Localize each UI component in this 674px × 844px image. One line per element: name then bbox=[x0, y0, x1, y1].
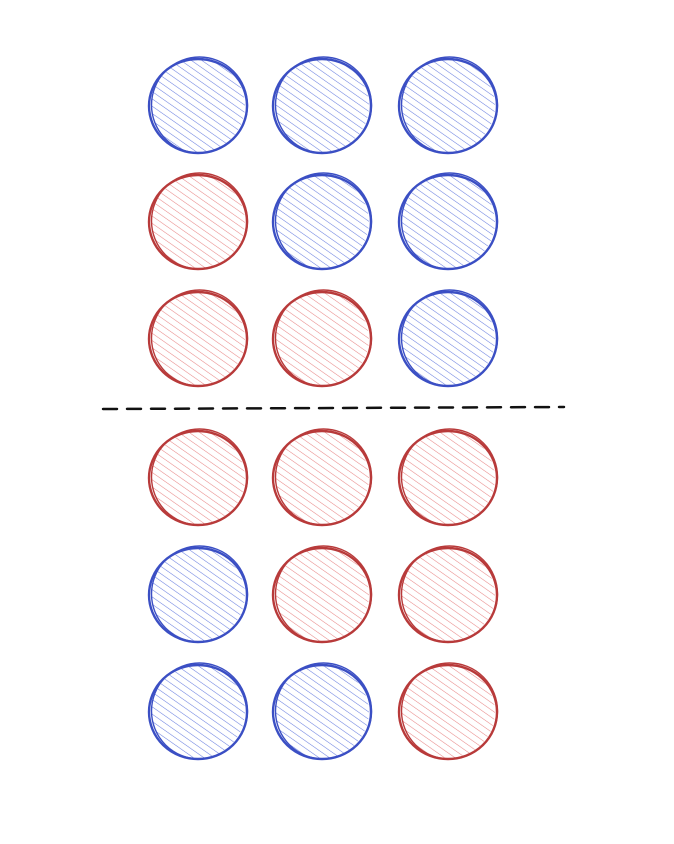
blue-circle-outline bbox=[150, 56, 249, 154]
red-circle-outline bbox=[150, 172, 249, 270]
top-circle-1-2 bbox=[271, 56, 373, 155]
blue-circle-hatch bbox=[401, 293, 495, 385]
blue-circle-outline bbox=[274, 172, 373, 270]
top-circle-1-3 bbox=[397, 56, 499, 155]
bottom-circle-group bbox=[147, 428, 499, 761]
top-circle-2-3 bbox=[397, 172, 499, 271]
blue-circle-outline bbox=[150, 545, 249, 643]
bottom-circle-2-2 bbox=[271, 545, 373, 644]
blue-circle-hatch bbox=[401, 176, 495, 268]
bottom-circle-2-3 bbox=[397, 545, 499, 644]
top-circle-1-1 bbox=[147, 56, 249, 155]
blue-circle-outline bbox=[400, 56, 499, 154]
bottom-circle-1-1 bbox=[147, 428, 249, 527]
red-circle-hatch bbox=[275, 432, 369, 524]
blue-circle-hatch bbox=[275, 60, 369, 152]
top-circle-2-2 bbox=[271, 172, 373, 271]
red-circle-outline bbox=[150, 428, 249, 526]
blue-circle-hatch bbox=[275, 176, 369, 268]
dashed-divider-line bbox=[101, 405, 566, 411]
red-circle-hatch bbox=[275, 293, 369, 385]
red-circle-outline bbox=[400, 545, 499, 643]
red-circle-outline bbox=[274, 545, 373, 643]
red-circle-hatch bbox=[401, 549, 495, 641]
blue-circle-hatch bbox=[401, 60, 495, 152]
bottom-circle-3-2 bbox=[271, 662, 373, 761]
blue-circle-hatch bbox=[151, 666, 245, 758]
blue-circle-hatch bbox=[151, 60, 245, 152]
blue-circle-outline bbox=[150, 662, 249, 760]
red-circle-outline bbox=[400, 662, 499, 760]
blue-circle-hatch bbox=[151, 549, 245, 641]
blue-circle-outline bbox=[400, 289, 499, 387]
bottom-circle-3-3 bbox=[397, 662, 499, 761]
top-circle-3-1 bbox=[147, 289, 249, 388]
top-circle-3-2 bbox=[271, 289, 373, 388]
bottom-circle-2-1 bbox=[147, 545, 249, 644]
blue-circle-hatch bbox=[275, 666, 369, 758]
bottom-circle-1-2 bbox=[271, 428, 373, 527]
blue-circle-outline bbox=[274, 56, 373, 154]
top-circle-group bbox=[147, 56, 499, 388]
bottom-circle-1-3 bbox=[397, 428, 499, 527]
red-circle-outline bbox=[274, 428, 373, 526]
blue-circle-outline bbox=[400, 172, 499, 270]
red-circle-hatch bbox=[151, 176, 245, 268]
top-circle-3-3 bbox=[397, 289, 499, 388]
red-circle-hatch bbox=[275, 549, 369, 641]
red-circle-hatch bbox=[151, 432, 245, 524]
red-circle-outline bbox=[400, 428, 499, 526]
red-circle-hatch bbox=[401, 666, 495, 758]
red-circle-hatch bbox=[401, 432, 495, 524]
bottom-circle-3-1 bbox=[147, 662, 249, 761]
red-circle-outline bbox=[150, 289, 249, 387]
blue-circle-outline bbox=[274, 662, 373, 760]
red-circle-outline bbox=[274, 289, 373, 387]
red-circle-hatch bbox=[151, 293, 245, 385]
top-circle-2-1 bbox=[147, 172, 249, 271]
